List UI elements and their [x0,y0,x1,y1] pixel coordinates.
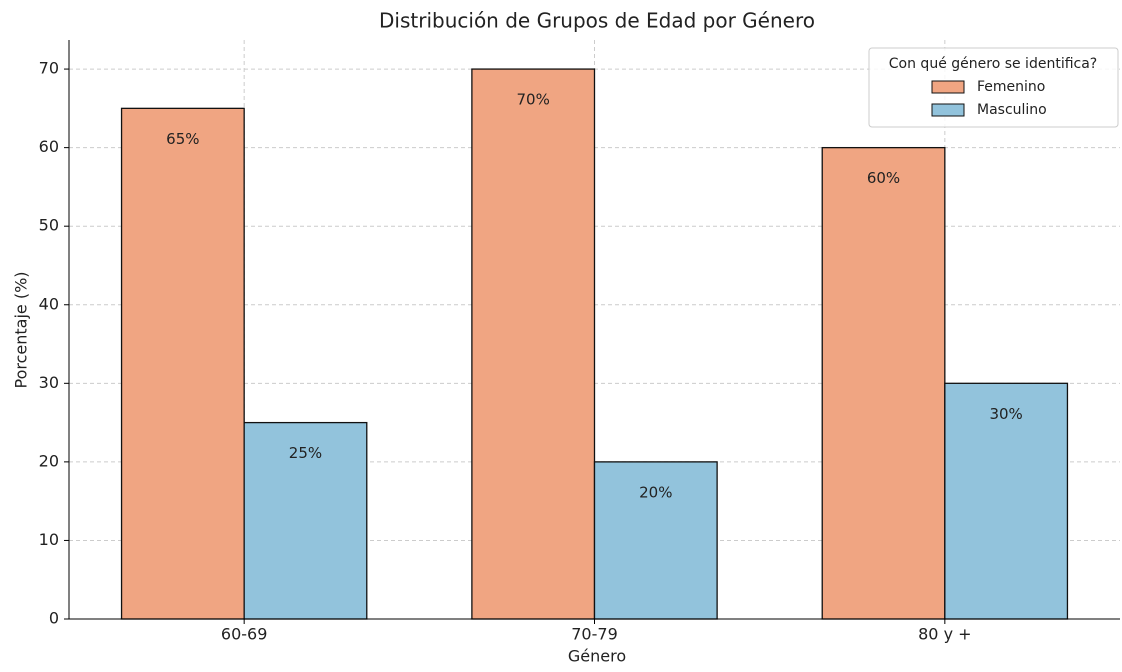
legend: Con qué género se identifica? Femenino Ma… [868,47,1119,128]
value-label: 25% [289,444,322,462]
bar [120,107,245,620]
y-axis-label: Porcentaje (%) [12,271,31,388]
legend-title: Con qué género se identifica? [889,56,1097,72]
y-tick-label: 70 [39,59,59,78]
value-label: 65% [166,130,199,148]
y-tick-label: 40 [39,294,59,313]
x-tick-label: 70-79 [571,625,618,644]
bar [821,146,946,620]
x-tick-label: 80 y + [918,625,971,644]
legend-box [868,47,1119,128]
value-label: 70% [517,91,550,109]
legend-label: Femenino [977,79,1045,95]
bars: 65% 70% 60% 25% 20% 30% [120,68,1069,620]
value-label: 20% [639,483,672,501]
legend-swatch [931,80,965,94]
bar [243,421,368,620]
y-tick-label: 0 [49,609,59,628]
legend-label: Masculino [977,102,1047,118]
chart-title: Distribución de Grupos de Edad por Géner… [379,9,815,33]
legend-swatch [931,103,965,117]
y-tick-label: 10 [39,530,59,549]
bar [471,68,596,620]
y-tick-label: 20 [39,451,59,470]
x-tick-label: 60-69 [221,625,268,644]
value-label: 60% [867,169,900,187]
y-tick-label: 60 [39,137,59,156]
value-label: 30% [989,405,1022,423]
y-tick-label: 50 [39,216,59,235]
y-tick-label: 30 [39,373,59,392]
x-axis-label: Género [568,647,626,666]
